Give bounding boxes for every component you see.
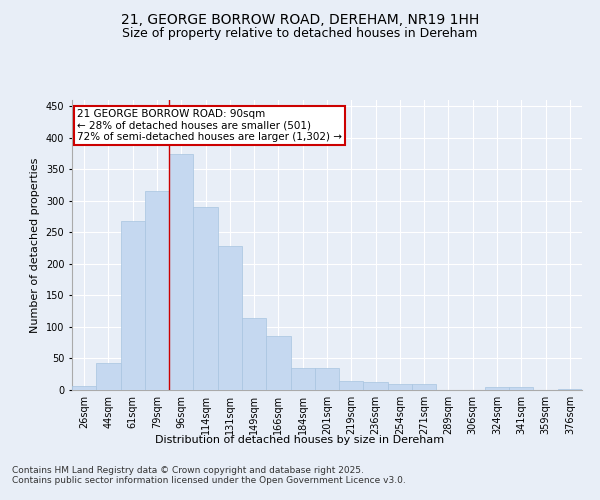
Bar <box>315 368 339 390</box>
Bar <box>145 192 169 390</box>
Bar <box>388 384 412 390</box>
Bar <box>558 388 582 390</box>
Bar <box>509 387 533 390</box>
Bar <box>121 221 145 390</box>
Bar <box>485 387 509 390</box>
Bar <box>169 154 193 390</box>
Bar <box>364 382 388 390</box>
Bar <box>412 384 436 390</box>
Bar <box>242 318 266 390</box>
Bar <box>266 336 290 390</box>
Text: Distribution of detached houses by size in Dereham: Distribution of detached houses by size … <box>155 435 445 445</box>
Text: Size of property relative to detached houses in Dereham: Size of property relative to detached ho… <box>122 28 478 40</box>
Bar <box>290 368 315 390</box>
Y-axis label: Number of detached properties: Number of detached properties <box>30 158 40 332</box>
Bar <box>339 380 364 390</box>
Bar <box>96 363 121 390</box>
Text: Contains HM Land Registry data © Crown copyright and database right 2025.
Contai: Contains HM Land Registry data © Crown c… <box>12 466 406 485</box>
Bar <box>72 386 96 390</box>
Bar <box>218 246 242 390</box>
Text: 21, GEORGE BORROW ROAD, DEREHAM, NR19 1HH: 21, GEORGE BORROW ROAD, DEREHAM, NR19 1H… <box>121 12 479 26</box>
Text: 21 GEORGE BORROW ROAD: 90sqm
← 28% of detached houses are smaller (501)
72% of s: 21 GEORGE BORROW ROAD: 90sqm ← 28% of de… <box>77 108 342 142</box>
Bar <box>193 207 218 390</box>
